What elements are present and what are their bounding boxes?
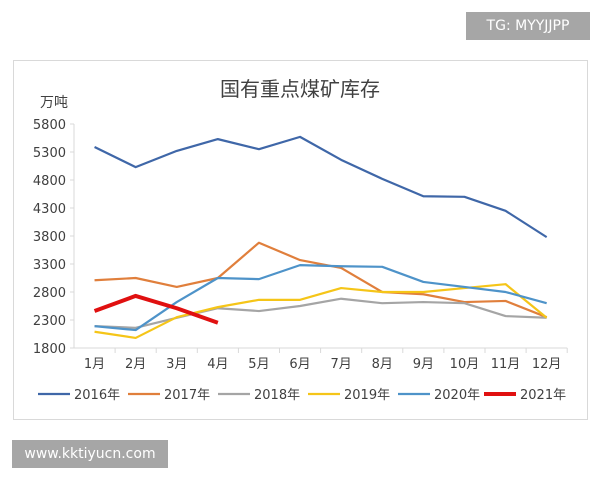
x-tick-label: 9月 — [413, 357, 434, 372]
chart-title: 国有重点煤矿库存 — [220, 77, 380, 101]
y-tick-label: 3800 — [33, 230, 66, 245]
x-tick-label: 12月 — [532, 357, 562, 372]
legend-label: 2021年 — [520, 388, 566, 403]
y-tick-label: 1800 — [33, 342, 66, 357]
legend-label: 2019年 — [344, 388, 390, 403]
x-tick-label: 1月 — [84, 357, 105, 372]
series-line-2017 — [94, 241, 548, 319]
y-axis-label: 万吨 — [40, 95, 68, 111]
series-line-2016 — [94, 135, 548, 239]
y-tick-label: 4800 — [33, 174, 66, 189]
legend-label: 2016年 — [74, 388, 120, 403]
chart-frame — [13, 60, 588, 420]
x-tick-label: 8月 — [372, 357, 393, 372]
y-tick-label: 3300 — [33, 258, 66, 273]
legend-label: 2020年 — [434, 388, 480, 403]
x-tick-label: 10月 — [450, 357, 480, 372]
x-tick-label: 3月 — [166, 357, 187, 372]
x-tick-label: 4月 — [207, 357, 228, 372]
series-line-2021 — [93, 293, 219, 325]
y-tick-label: 4300 — [33, 202, 66, 217]
legend-label: 2018年 — [254, 388, 300, 403]
x-tick-label: 2月 — [125, 357, 146, 372]
watermark-top: TG: MYYJJPP — [466, 12, 590, 40]
x-tick-label: 5月 — [248, 357, 269, 372]
y-tick-label: 2800 — [33, 286, 66, 301]
x-tick-label: 7月 — [331, 357, 352, 372]
y-tick-label: 2300 — [33, 314, 66, 329]
x-tick-label: 6月 — [289, 357, 310, 372]
y-tick-label: 5800 — [33, 118, 66, 133]
watermark-bottom: www.kktiyucn.com — [12, 440, 168, 468]
x-tick-label: 11月 — [491, 357, 521, 372]
y-tick-label: 5300 — [33, 146, 66, 161]
legend-label: 2017年 — [164, 388, 210, 403]
